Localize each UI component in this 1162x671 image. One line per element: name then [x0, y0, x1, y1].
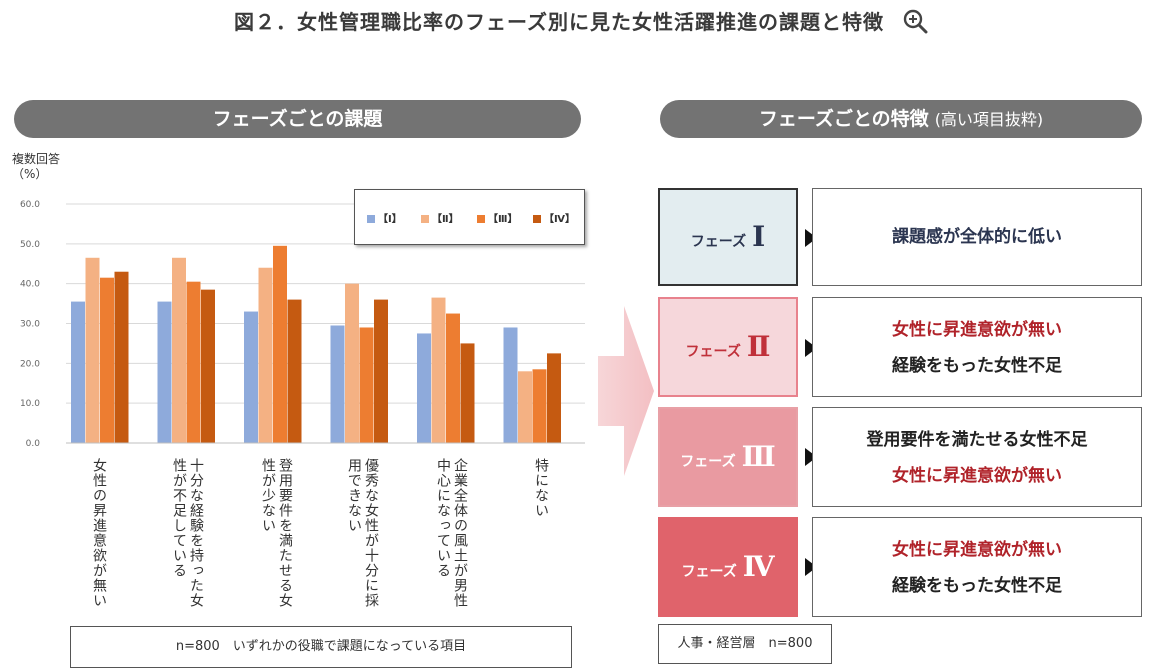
y-tick-label: 50.0 — [20, 240, 40, 250]
legend-label-4: 【Ⅳ】 — [544, 214, 575, 225]
category-label-2: 十分な経験を持った女性が不足している — [171, 458, 204, 608]
bar-2-series-2 — [172, 257, 186, 443]
bar-5-series-2 — [431, 297, 446, 443]
phase-2-feature-line-1: 女性に昇進意欲が無い — [892, 320, 1062, 340]
phase-4-numeral: Ⅳ — [742, 550, 775, 583]
chart-legend: 【Ⅰ】 【Ⅱ】 【Ⅲ】 【Ⅳ】 — [354, 189, 585, 245]
left-sample-note: n=800 いずれかの役職で課題になっている項目 — [70, 626, 572, 668]
right-arrow-graphic — [598, 306, 654, 476]
legend-swatch-1 — [367, 215, 375, 223]
phase-4-label: フェーズ — [681, 564, 737, 580]
phase-2-feature-line-2: 経験をもった女性不足 — [892, 356, 1062, 376]
y-tick-label: 30.0 — [20, 320, 40, 330]
bar-4-series-4 — [374, 299, 388, 443]
bar-4-series-1 — [330, 325, 345, 443]
legend-item-1: 【Ⅰ】 — [367, 210, 402, 225]
bar-6-series-1 — [503, 327, 518, 443]
bar-5-series-3 — [446, 313, 460, 443]
phase-1-feature-box: 課題感が全体的に低い — [812, 188, 1142, 286]
right-sample-note: 人事・経営層 n=800 — [658, 624, 832, 664]
phase-3-feature-line-2: 女性に昇進意欲が無い — [892, 466, 1062, 486]
phase-1-numeral: Ⅰ — [752, 220, 766, 253]
legend-swatch-3 — [477, 215, 485, 223]
bar-2-series-3 — [186, 281, 201, 443]
phase-1-label: フェーズ — [690, 234, 747, 250]
bar-1-series-1 — [71, 301, 85, 443]
bar-3-series-3 — [273, 245, 287, 443]
category-label-6: 特にない — [533, 458, 549, 518]
bar-4-series-2 — [345, 283, 359, 443]
legend-label-1: 【Ⅰ】 — [378, 214, 402, 225]
legend-swatch-2 — [421, 215, 429, 223]
bar-6-series-4 — [547, 353, 561, 443]
bar-4-series-3 — [359, 327, 374, 443]
y-unit-label: 複数回答 （%） — [12, 152, 60, 182]
bar-3-series-2 — [258, 267, 273, 443]
y-unit-line2: （%） — [12, 167, 48, 181]
category-label-1: 女性の昇進意欲が無い — [91, 458, 107, 608]
phase-4-feature-line-1: 女性に昇進意欲が無い — [892, 540, 1062, 560]
phase-3-box: フェーズ Ⅲ — [658, 407, 798, 507]
bar-5-series-1 — [417, 333, 431, 443]
bar-3-series-1 — [244, 311, 258, 443]
phase-3-feature-line-1: 登用要件を満たせる女性不足 — [866, 430, 1088, 450]
legend-swatch-4 — [533, 215, 541, 223]
bar-2-series-4 — [201, 289, 215, 443]
y-tick-label: 0.0 — [26, 439, 41, 449]
y-tick-label: 40.0 — [20, 280, 40, 290]
phase-2-feature-box: 女性に昇進意欲が無い 経験をもった女性不足 — [812, 297, 1142, 397]
bar-2-series-1 — [157, 301, 172, 443]
legend-label-2: 【Ⅱ】 — [432, 214, 459, 225]
bar-6-series-2 — [518, 371, 532, 443]
legend-item-4: 【Ⅳ】 — [533, 210, 575, 225]
legend-label-3: 【Ⅲ】 — [488, 214, 518, 225]
phase-2-numeral: Ⅱ — [746, 330, 771, 363]
left-panel-header: フェーズごとの課題 — [14, 100, 581, 138]
phase-2-box: フェーズ Ⅱ — [658, 297, 798, 397]
phase-4-box: フェーズ Ⅳ — [658, 517, 798, 617]
category-label-4: 優秀な女性が十分に採用できない — [346, 458, 379, 608]
phase-2-label: フェーズ — [685, 344, 741, 360]
bar-1-series-4 — [114, 271, 129, 443]
bar-1-series-2 — [85, 257, 100, 443]
y-tick-label: 10.0 — [20, 399, 40, 409]
right-panel-header: フェーズごとの特徴 (高い項目抜粋) — [660, 100, 1142, 138]
phase-3-feature-box: 登用要件を満たせる女性不足 女性に昇進意欲が無い — [812, 407, 1142, 507]
category-label-3: 登用要件を満たせる女性が少ない — [260, 458, 293, 608]
phase-1-feature-line-1: 課題感が全体的に低い — [892, 227, 1062, 247]
right-panel-header-text: フェーズごとの特徴 — [758, 108, 929, 130]
y-tick-label: 20.0 — [20, 359, 40, 369]
y-unit-line1: 複数回答 — [12, 152, 61, 166]
title-text: 図２．女性管理職比率のフェーズ別に見た女性活躍推進の課題と特徴 — [234, 10, 885, 34]
phase-3-numeral: Ⅲ — [741, 440, 776, 473]
right-panel-header-sub: (高い項目抜粋) — [934, 110, 1044, 129]
left-panel-header-text: フェーズごとの課題 — [212, 108, 383, 130]
category-label-5: 企業全体の風土が男性中心になっている — [435, 458, 468, 608]
zoom-in-icon[interactable] — [902, 8, 928, 39]
bar-1-series-3 — [100, 277, 114, 443]
y-tick-label: 60.0 — [20, 200, 40, 210]
phase-3-label: フェーズ — [680, 454, 736, 470]
phase-1-box: フェーズ Ⅰ — [658, 188, 798, 286]
bar-6-series-3 — [532, 369, 547, 443]
phase-4-feature-line-2: 経験をもった女性不足 — [892, 576, 1062, 596]
phase-4-feature-box: 女性に昇進意欲が無い 経験をもった女性不足 — [812, 517, 1142, 617]
page-title: 図２．女性管理職比率のフェーズ別に見た女性活躍推進の課題と特徴 — [0, 6, 1162, 39]
bar-3-series-4 — [287, 299, 302, 443]
legend-item-3: 【Ⅲ】 — [477, 210, 517, 225]
bar-5-series-4 — [460, 343, 475, 443]
legend-item-2: 【Ⅱ】 — [421, 210, 459, 225]
